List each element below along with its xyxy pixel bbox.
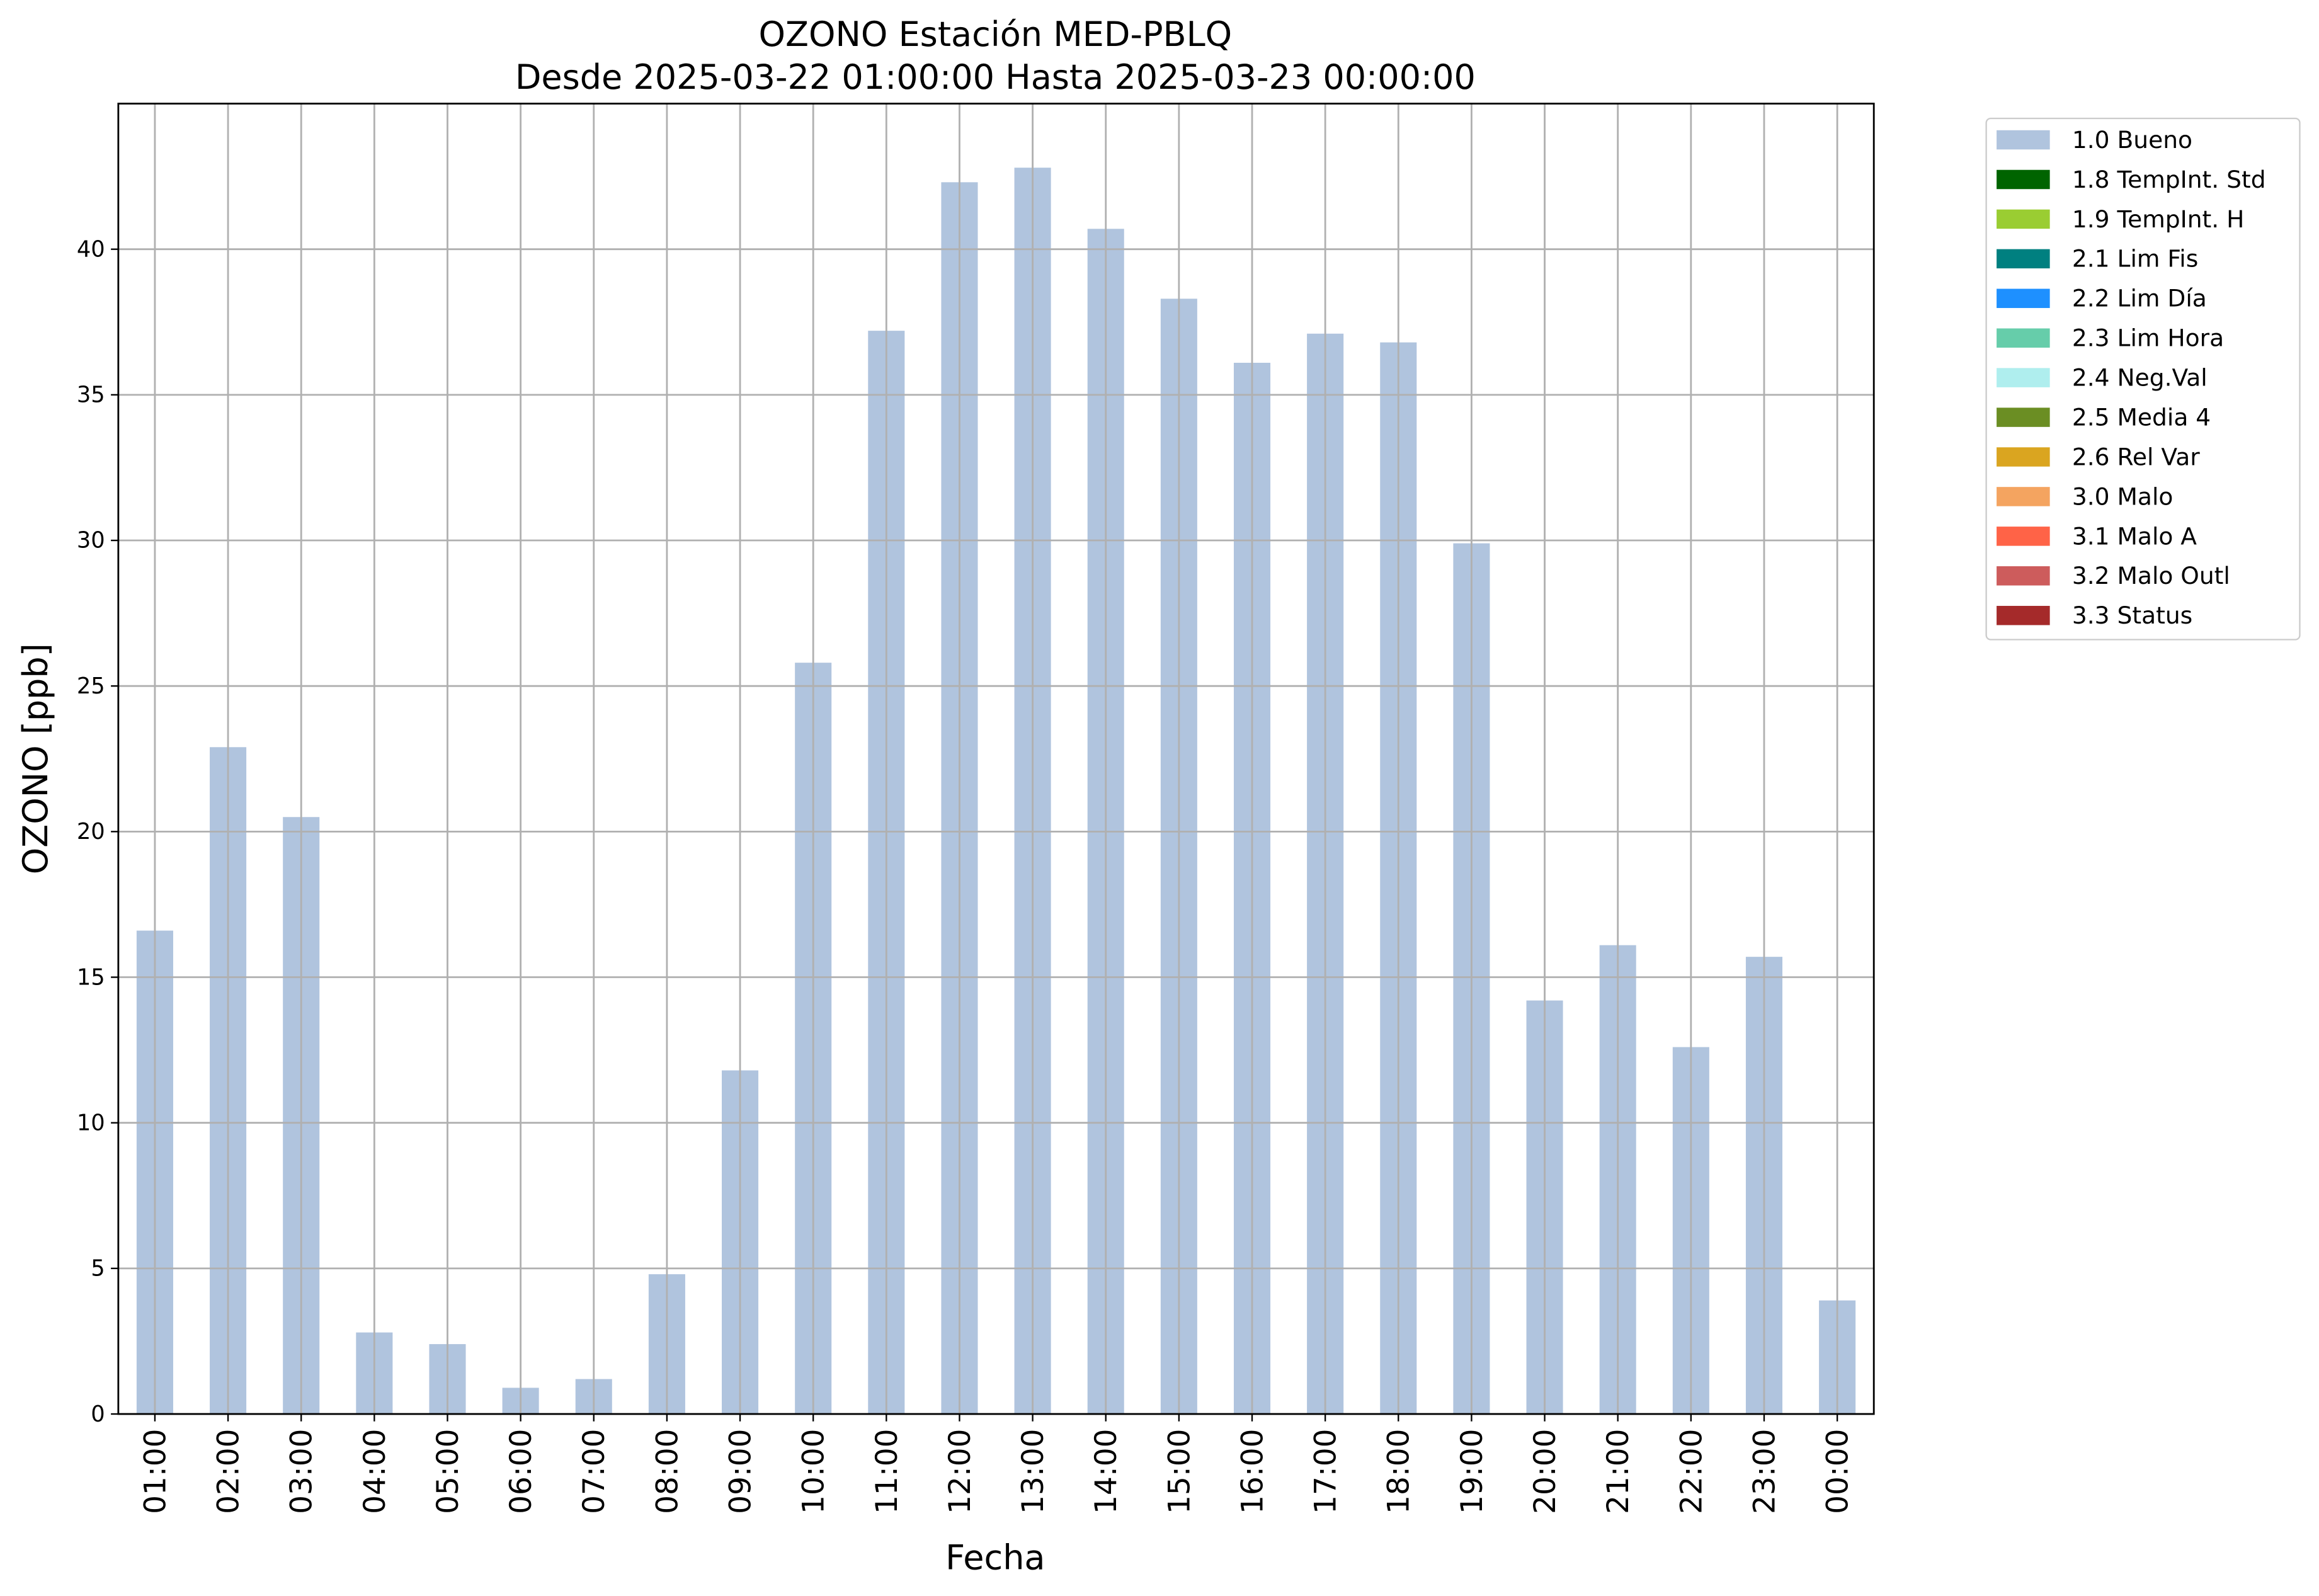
legend-label: 2.5 Media 4 [2072, 403, 2211, 431]
legend-swatch [1997, 447, 2050, 467]
x-tick-label: 08:00 [650, 1429, 685, 1514]
x-tick-label: 19:00 [1455, 1429, 1490, 1514]
y-tick-label: 10 [77, 1110, 105, 1136]
y-tick-label: 25 [77, 673, 105, 699]
legend-swatch [1997, 130, 2050, 150]
x-tick-label: 14:00 [1089, 1429, 1124, 1514]
x-tick-label: 18:00 [1382, 1429, 1416, 1514]
y-tick-label: 35 [77, 382, 105, 408]
x-tick-label: 07:00 [577, 1429, 612, 1514]
x-tick-label: 05:00 [431, 1429, 465, 1514]
x-tick-label: 22:00 [1674, 1429, 1709, 1514]
x-tick-label: 06:00 [504, 1429, 538, 1514]
legend-swatch [1997, 249, 2050, 269]
legend-swatch [1997, 566, 2050, 586]
y-tick-label: 40 [77, 236, 105, 262]
legend-label: 2.1 Lim Fis [2072, 245, 2198, 273]
axes: 0 5 10 15 20 25 30 35 40 01:00 02:00 03:00 04:00 05:0… [77, 103, 1875, 1514]
x-tick-label: 10:00 [797, 1429, 831, 1514]
x-tick-label: 11:00 [870, 1429, 904, 1514]
legend-label: 2.4 Neg.Val [2072, 364, 2208, 392]
y-tick-label: 5 [91, 1256, 105, 1282]
y-tick-label: 15 [77, 964, 105, 990]
x-tick-label: 13:00 [1016, 1429, 1051, 1514]
x-tick-label: 21:00 [1601, 1429, 1636, 1514]
legend-label: 2.2 Lim Día [2072, 285, 2207, 312]
y-tick-label: 0 [91, 1401, 105, 1427]
x-tick-label: 23:00 [1747, 1429, 1782, 1514]
x-tick-label: 12:00 [943, 1429, 977, 1514]
x-tick-label: 01:00 [138, 1429, 173, 1514]
x-tick-label: 04:00 [358, 1429, 392, 1514]
x-tick-label: 03:00 [285, 1429, 319, 1514]
x-tick-label: 20:00 [1528, 1429, 1563, 1514]
legend-box [1985, 117, 2301, 641]
x-tick-label: 16:00 [1235, 1429, 1270, 1514]
legend-swatch [1997, 408, 2050, 427]
legend-label: 1.9 TempInt. H [2072, 205, 2245, 233]
chart-subtitle: Desde 2025-03-22 01:00:00 Hasta 2025-03-… [515, 57, 1476, 97]
legend-label: 3.3 Status [2072, 601, 2192, 629]
legend-label: 2.6 Rel Var [2072, 443, 2200, 470]
x-tick-label: 00:00 [1821, 1429, 1855, 1514]
x-axis-label: Fecha [945, 1538, 1045, 1578]
y-axis-label: OZONO [ppb] [16, 643, 55, 874]
legend-swatch [1997, 209, 2050, 229]
legend-swatch [1997, 368, 2050, 387]
legend-swatch [1997, 288, 2050, 309]
legend-label: 3.1 Malo A [2072, 522, 2197, 550]
legend-label: 3.0 Malo [2072, 482, 2174, 510]
legend-label: 3.2 Malo Outl [2072, 562, 2230, 590]
legend-swatch [1997, 328, 2050, 348]
legend-swatch [1997, 169, 2050, 190]
legend-swatch [1997, 487, 2050, 506]
grid [118, 103, 1874, 1415]
legend-label: 1.0 Bueno [2072, 126, 2192, 154]
legend-swatch [1997, 527, 2050, 546]
x-tick-label: 02:00 [212, 1429, 246, 1514]
x-tick-label: 15:00 [1162, 1429, 1197, 1514]
legend-label: 2.3 Lim Hora [2072, 324, 2224, 352]
y-tick-label: 30 [77, 528, 105, 554]
x-tick-label: 09:00 [723, 1429, 758, 1514]
legend-label: 1.8 TempInt. Std [2072, 166, 2266, 193]
x-tick-label: 17:00 [1309, 1429, 1343, 1514]
plot-frame [117, 103, 1875, 1415]
y-tick-label: 20 [77, 819, 105, 845]
legend-swatch [1997, 605, 2050, 625]
legend: 1.0 Bueno 1.8 TempInt. Std 1.9 TempInt. H 2… [1985, 117, 2301, 641]
chart-title: OZONO Estación MED-PBLQ [759, 14, 1233, 54]
